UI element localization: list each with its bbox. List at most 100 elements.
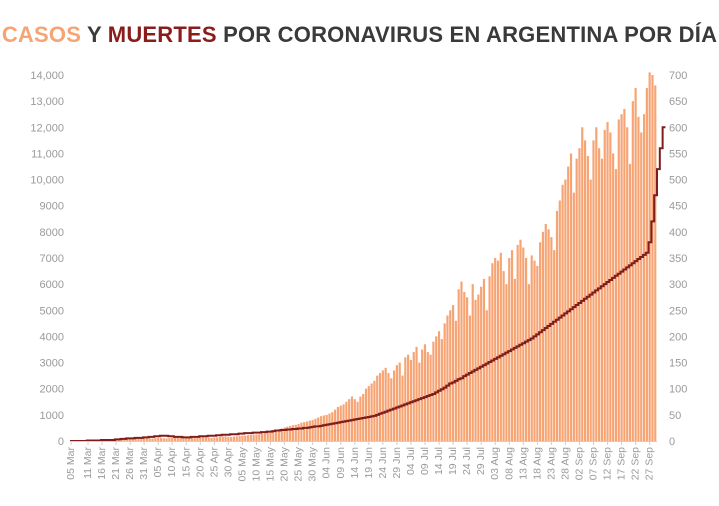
cases-bar (246, 435, 250, 441)
cases-bar (280, 428, 283, 441)
cases-bar (241, 435, 244, 441)
cases-bar (558, 200, 561, 441)
cases-bar (373, 380, 376, 441)
cases-bar (376, 375, 379, 441)
cases-bar (640, 132, 643, 441)
y-right-tick-label: 650 (669, 96, 687, 108)
cases-bar (449, 310, 452, 441)
cases-bar (564, 179, 567, 441)
cases-bar (423, 344, 427, 441)
cases-bar (421, 349, 424, 441)
cases-bar (193, 438, 196, 441)
cases-bar (567, 166, 570, 441)
cases-bar (173, 437, 177, 441)
cases-bar (350, 396, 354, 441)
cases-bar (266, 432, 269, 441)
cases-bar (303, 422, 306, 441)
cases-bar (269, 431, 272, 441)
title-muertes: MUERTES (107, 22, 217, 47)
cases-bar (297, 424, 300, 441)
cases-bar (418, 362, 421, 441)
cases-bar (190, 437, 193, 441)
cases-bar (550, 237, 553, 441)
cases-bar (634, 88, 637, 441)
cases-bar (291, 425, 295, 441)
cases-bar (322, 415, 325, 441)
cases-bar (187, 437, 191, 441)
cases-bar (168, 438, 171, 441)
x-tick-label: 20 Apr (194, 446, 206, 477)
cases-bar (443, 323, 446, 441)
cases-bar (510, 250, 514, 441)
cases-bar (159, 437, 163, 441)
cases-bar (162, 438, 165, 441)
y-left-tick-label: 5000 (40, 305, 64, 317)
cases-bar (603, 129, 606, 441)
cases-bar (202, 437, 205, 441)
cases-bar (451, 305, 455, 441)
cases-bar (457, 289, 460, 441)
cases-bar (260, 433, 264, 441)
y-left-tick-label: 2000 (40, 384, 64, 396)
cases-bar (460, 281, 463, 441)
x-tick-label: 18 Aug (531, 447, 543, 480)
cases-bars (70, 72, 657, 442)
x-tick-label: 30 May (307, 446, 319, 481)
cases-bar (213, 437, 216, 441)
y-left-tick-label: 6000 (40, 279, 64, 291)
cases-bar (609, 132, 612, 441)
x-tick-label: 29 Jun (391, 447, 403, 479)
x-tick-label: 19 Jun (363, 447, 375, 479)
cases-bar (199, 437, 202, 441)
cases-bar (131, 438, 134, 441)
cases-bar (530, 255, 533, 441)
cases-bar (145, 438, 149, 441)
cases-bar (626, 127, 629, 441)
x-tick-label: 09 Jun (335, 447, 347, 479)
cases-bar (502, 271, 505, 441)
cases-bar (435, 336, 438, 441)
title-conjunction: Y (81, 22, 108, 47)
cases-bar (519, 239, 522, 441)
cases-bar (412, 352, 415, 441)
cases-bar (513, 278, 516, 441)
cases-bar (612, 153, 615, 441)
y-right-tick-label: 450 (669, 201, 687, 213)
cases-bar (221, 436, 224, 441)
cases-bar (536, 265, 539, 441)
y-right-tick-label: 50 (669, 410, 681, 422)
x-tick-label: 24 Jul (461, 447, 473, 475)
cases-bar (387, 373, 390, 441)
x-tick-label: 29 Jul (475, 447, 487, 475)
y-right-tick-label: 150 (669, 358, 687, 370)
cases-bar (623, 108, 626, 442)
x-tick-label: 26 Mar (124, 447, 136, 480)
y-right-tick-label: 600 (669, 122, 687, 134)
cases-bar (516, 244, 519, 441)
x-tick-label: 09 Jul (419, 447, 431, 475)
cases-bar (244, 435, 247, 441)
y-left-tick-label: 8000 (40, 227, 64, 239)
y-axis-left: 0 1000 2000 3000 4000 5000 6000 7000 8000 9000 10,… (30, 70, 64, 448)
cases-bar (325, 414, 328, 441)
cases-bar (157, 437, 160, 441)
cases-bar (496, 260, 500, 441)
cases-bar (555, 210, 559, 441)
cases-bar (294, 424, 297, 441)
cases-bar (289, 425, 292, 441)
cases-bar (631, 101, 634, 441)
x-tick-label: 25 May (293, 446, 305, 481)
x-axis: 05 Mar 11 Mar 16 Mar 21 Mar 26 Mar 31 Mar 05 A… (65, 441, 656, 481)
cases-bar (317, 417, 320, 441)
y-left-tick-label: 7000 (40, 253, 64, 265)
cases-bar (378, 373, 382, 441)
cases-bar (314, 418, 317, 441)
cases-bar (134, 438, 137, 441)
cases-bar (331, 412, 334, 441)
cases-bar (381, 370, 384, 441)
cases-bar (392, 370, 396, 441)
x-tick-label: 24 Jun (377, 447, 389, 479)
cases-bar (319, 416, 323, 441)
cases-bar (480, 286, 483, 441)
cases-bar (171, 437, 174, 441)
